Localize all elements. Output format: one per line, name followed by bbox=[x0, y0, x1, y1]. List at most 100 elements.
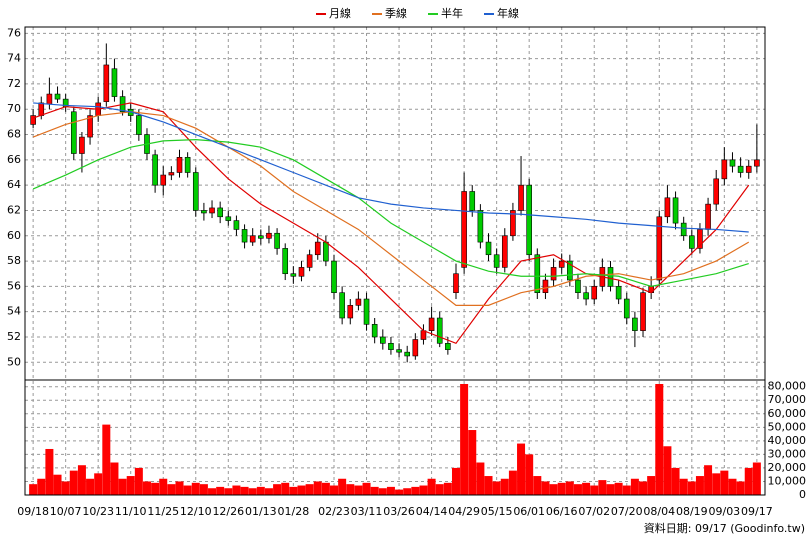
volume-bar bbox=[443, 482, 452, 495]
candle-body bbox=[225, 216, 232, 221]
legend-label: 月線 bbox=[329, 6, 351, 20]
candle-body bbox=[713, 178, 720, 205]
candle-body bbox=[754, 159, 760, 167]
candle-body bbox=[347, 305, 354, 319]
x-tick-label: 04/14 bbox=[416, 505, 448, 518]
candle-body bbox=[290, 273, 297, 277]
volume-bar bbox=[663, 446, 672, 495]
volume-bar bbox=[264, 488, 273, 495]
volume-bar bbox=[370, 486, 379, 495]
candle-body bbox=[615, 286, 622, 300]
volume-bar bbox=[321, 482, 330, 495]
volume-bar bbox=[354, 485, 363, 495]
y2-tick-label: 30,000 bbox=[768, 447, 807, 460]
candle-body bbox=[412, 339, 419, 357]
candle-body bbox=[380, 336, 386, 344]
candle-body bbox=[672, 197, 679, 224]
candle-body bbox=[192, 172, 199, 211]
volume-bar bbox=[69, 470, 78, 495]
volume-bar bbox=[118, 478, 127, 495]
volume-bar bbox=[460, 384, 469, 495]
candle-body bbox=[266, 232, 272, 239]
candle-body bbox=[664, 197, 671, 218]
volume-bar bbox=[53, 474, 62, 495]
candle-body bbox=[623, 298, 630, 319]
volume-bar bbox=[639, 481, 648, 495]
volume-bar bbox=[744, 467, 753, 495]
volume-bar bbox=[720, 470, 729, 495]
x-tick-label: 08/04 bbox=[643, 505, 675, 518]
candle-body bbox=[233, 220, 240, 230]
x-tick-label: 07/20 bbox=[611, 505, 643, 518]
candle-body bbox=[160, 174, 167, 186]
x-tick-label: 04/29 bbox=[448, 505, 480, 518]
x-tick-label: 09/17 bbox=[741, 505, 773, 518]
y-tick-label: 66 bbox=[7, 153, 21, 166]
volume-bar bbox=[500, 478, 509, 495]
candle-body bbox=[388, 343, 394, 350]
candle-body bbox=[298, 267, 305, 277]
ma-line bbox=[33, 102, 749, 233]
candle-body bbox=[371, 324, 378, 338]
volume-bar bbox=[199, 484, 208, 495]
x-tick-label: 07/02 bbox=[578, 505, 610, 518]
ma-line bbox=[32, 139, 749, 287]
candle-body bbox=[282, 248, 289, 275]
volume-bar bbox=[517, 443, 526, 495]
candle-body bbox=[241, 229, 248, 243]
volume-bar bbox=[248, 488, 257, 495]
volume-bar bbox=[590, 485, 599, 495]
y2-tick-label: 80,000 bbox=[768, 380, 807, 393]
candle-body bbox=[420, 330, 427, 340]
volume-bar bbox=[679, 478, 688, 495]
y-tick-label: 72 bbox=[7, 77, 21, 90]
candle-body bbox=[501, 235, 508, 268]
volume-bar bbox=[289, 486, 298, 495]
candle-body bbox=[445, 343, 451, 350]
x-tick-label: 01/13 bbox=[245, 505, 277, 518]
candle-body bbox=[526, 184, 532, 256]
x-tick-label: 12/26 bbox=[212, 505, 244, 518]
volume-bar bbox=[533, 476, 542, 495]
x-tick-label: 09/18 bbox=[17, 505, 49, 518]
volume-bar bbox=[582, 482, 591, 495]
candle-body bbox=[176, 157, 183, 173]
candle-body bbox=[201, 210, 207, 214]
candle-body bbox=[607, 267, 614, 287]
candle-body bbox=[136, 115, 142, 135]
candle-body bbox=[428, 317, 435, 331]
candle-body bbox=[567, 260, 573, 281]
volume-bar bbox=[232, 485, 241, 495]
volume-bar bbox=[126, 476, 135, 495]
candle-body bbox=[705, 203, 711, 230]
x-tick-label: 10/07 bbox=[50, 505, 82, 518]
candle-body bbox=[640, 292, 646, 331]
x-tick-label: 12/10 bbox=[180, 505, 212, 518]
candle-body bbox=[314, 241, 321, 256]
candle-body bbox=[258, 235, 264, 239]
volume-bar bbox=[378, 488, 387, 495]
candle-body bbox=[249, 235, 256, 243]
volume-bar bbox=[630, 478, 639, 495]
candle-body bbox=[558, 260, 565, 268]
candle-body bbox=[217, 207, 223, 218]
volume-bar bbox=[61, 481, 70, 495]
candle-body bbox=[477, 210, 484, 243]
volume-bar bbox=[476, 462, 485, 495]
volume-bar bbox=[647, 476, 656, 495]
volume-bar bbox=[45, 448, 54, 495]
volume-bar bbox=[313, 481, 322, 495]
volume-bar bbox=[305, 484, 314, 495]
volume-bar bbox=[541, 481, 550, 495]
candle-body bbox=[534, 254, 541, 293]
y2-tick-label: 70,000 bbox=[768, 393, 807, 406]
volume-bar bbox=[224, 488, 233, 495]
candle-body bbox=[680, 222, 687, 237]
volume-bar bbox=[386, 486, 395, 495]
y2-tick-label: 10,000 bbox=[768, 474, 807, 487]
volume-bar bbox=[549, 484, 558, 495]
y-tick-label: 70 bbox=[7, 102, 21, 115]
x-tick-label: 06/16 bbox=[546, 505, 578, 518]
y-tick-label: 76 bbox=[7, 26, 21, 39]
